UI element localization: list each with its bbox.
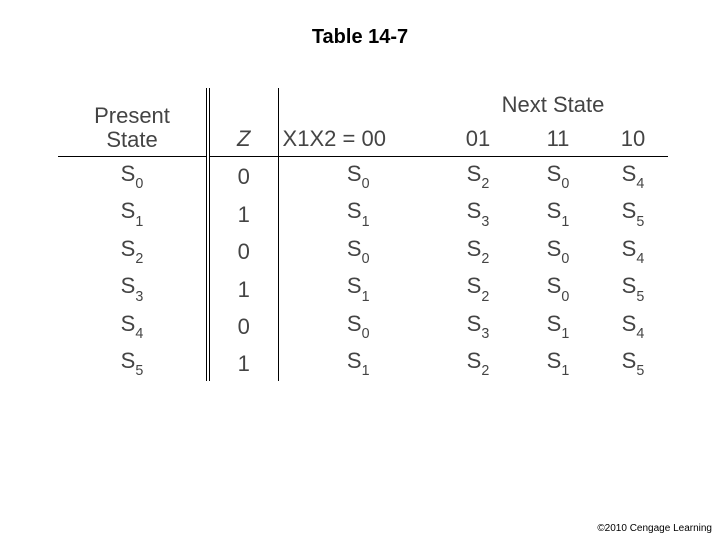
cell-next-state: S0 (518, 269, 598, 306)
cell-present-state: S3 (58, 269, 208, 306)
table: Present State Z X1X2 = 00 Next State 01 … (58, 88, 668, 381)
cell-next-state: S2 (438, 157, 518, 195)
cell-next-state: S1 (518, 344, 598, 381)
state-label: S5 (622, 198, 645, 227)
state-label: S2 (121, 236, 144, 265)
page-title: Table 14-7 (0, 26, 720, 49)
cell-z: 0 (208, 157, 278, 195)
state-table: Present State Z X1X2 = 00 Next State 01 … (58, 88, 668, 381)
state-label: S3 (467, 198, 490, 227)
state-label: S4 (622, 236, 645, 265)
state-label: S0 (547, 161, 570, 190)
state-label: S1 (347, 348, 370, 377)
state-label: S0 (547, 273, 570, 302)
cell-next-state: S1 (278, 344, 438, 381)
x-sub-2: 2 (324, 126, 336, 151)
state-label: S0 (547, 236, 570, 265)
cell-next-state: S1 (518, 307, 598, 344)
table-header-row-1: Present State Z X1X2 = 00 Next State (58, 88, 668, 122)
state-label: S4 (622, 311, 645, 340)
state-label: S0 (347, 161, 370, 190)
state-label: S1 (347, 198, 370, 227)
copyright-text: ©2010 Cengage Learning (597, 523, 712, 534)
state-label: S1 (547, 311, 570, 340)
state-label: S0 (347, 311, 370, 340)
table-row: S5 1 S1 S2 S1 S5 (58, 344, 668, 381)
header-present-l2: State (66, 128, 198, 152)
header-present-l1: Present (66, 104, 198, 128)
x-var-2: X (309, 126, 324, 151)
cell-z: 1 (208, 194, 278, 231)
cell-z: 1 (208, 269, 278, 306)
x-var-1: X (283, 126, 298, 151)
header-11: 11 (518, 122, 598, 156)
state-label: S3 (121, 273, 144, 302)
state-label: S4 (622, 161, 645, 190)
header-next-state: Next State (438, 88, 668, 122)
col-00: 00 (361, 126, 385, 151)
header-01: 01 (438, 122, 518, 156)
state-label: S1 (547, 348, 570, 377)
state-label: S3 (467, 311, 490, 340)
cell-next-state: S0 (518, 157, 598, 195)
cell-next-state: S0 (278, 157, 438, 195)
x-eq: = (336, 126, 361, 151)
cell-present-state: S4 (58, 307, 208, 344)
cell-next-state: S0 (278, 232, 438, 269)
cell-next-state: S5 (598, 269, 668, 306)
cell-next-state: S2 (438, 269, 518, 306)
cell-next-state: S5 (598, 194, 668, 231)
cell-next-state: S1 (278, 194, 438, 231)
x-sub-1: 1 (297, 126, 309, 151)
header-x1x2-eq-00: X1X2 = 00 (278, 88, 438, 156)
header-10: 10 (598, 122, 668, 156)
cell-z: 0 (208, 232, 278, 269)
cell-next-state: S4 (598, 157, 668, 195)
cell-next-state: S4 (598, 307, 668, 344)
cell-next-state: S1 (278, 269, 438, 306)
cell-present-state: S0 (58, 157, 208, 195)
table-row: S4 0 S0 S3 S1 S4 (58, 307, 668, 344)
state-label: S4 (121, 311, 144, 340)
header-present-state: Present State (58, 88, 208, 156)
state-label: S1 (121, 198, 144, 227)
cell-z: 0 (208, 307, 278, 344)
state-label: S0 (121, 161, 144, 190)
table-row: S3 1 S1 S2 S0 S5 (58, 269, 668, 306)
table-row: S1 1 S1 S3 S1 S5 (58, 194, 668, 231)
state-label: S0 (347, 236, 370, 265)
cell-present-state: S5 (58, 344, 208, 381)
table-row: S0 0 S0 S2 S0 S4 (58, 157, 668, 195)
state-label: S1 (547, 198, 570, 227)
title-text: Table 14-7 (312, 26, 408, 48)
state-label: S2 (467, 236, 490, 265)
cell-next-state: S3 (438, 307, 518, 344)
state-label: S2 (467, 348, 490, 377)
cell-next-state: S4 (598, 232, 668, 269)
cell-next-state: S2 (438, 232, 518, 269)
state-label: S5 (622, 273, 645, 302)
cell-present-state: S1 (58, 194, 208, 231)
cell-next-state: S0 (278, 307, 438, 344)
table-row: S2 0 S0 S2 S0 S4 (58, 232, 668, 269)
cell-present-state: S2 (58, 232, 208, 269)
cell-next-state: S5 (598, 344, 668, 381)
state-label: S5 (622, 348, 645, 377)
state-label: S2 (467, 161, 490, 190)
state-label: S5 (121, 348, 144, 377)
cell-next-state: S3 (438, 194, 518, 231)
header-z: Z (208, 88, 278, 156)
cell-next-state: S2 (438, 344, 518, 381)
cell-next-state: S1 (518, 194, 598, 231)
cell-next-state: S0 (518, 232, 598, 269)
state-label: S2 (467, 273, 490, 302)
cell-z: 1 (208, 344, 278, 381)
state-label: S1 (347, 273, 370, 302)
